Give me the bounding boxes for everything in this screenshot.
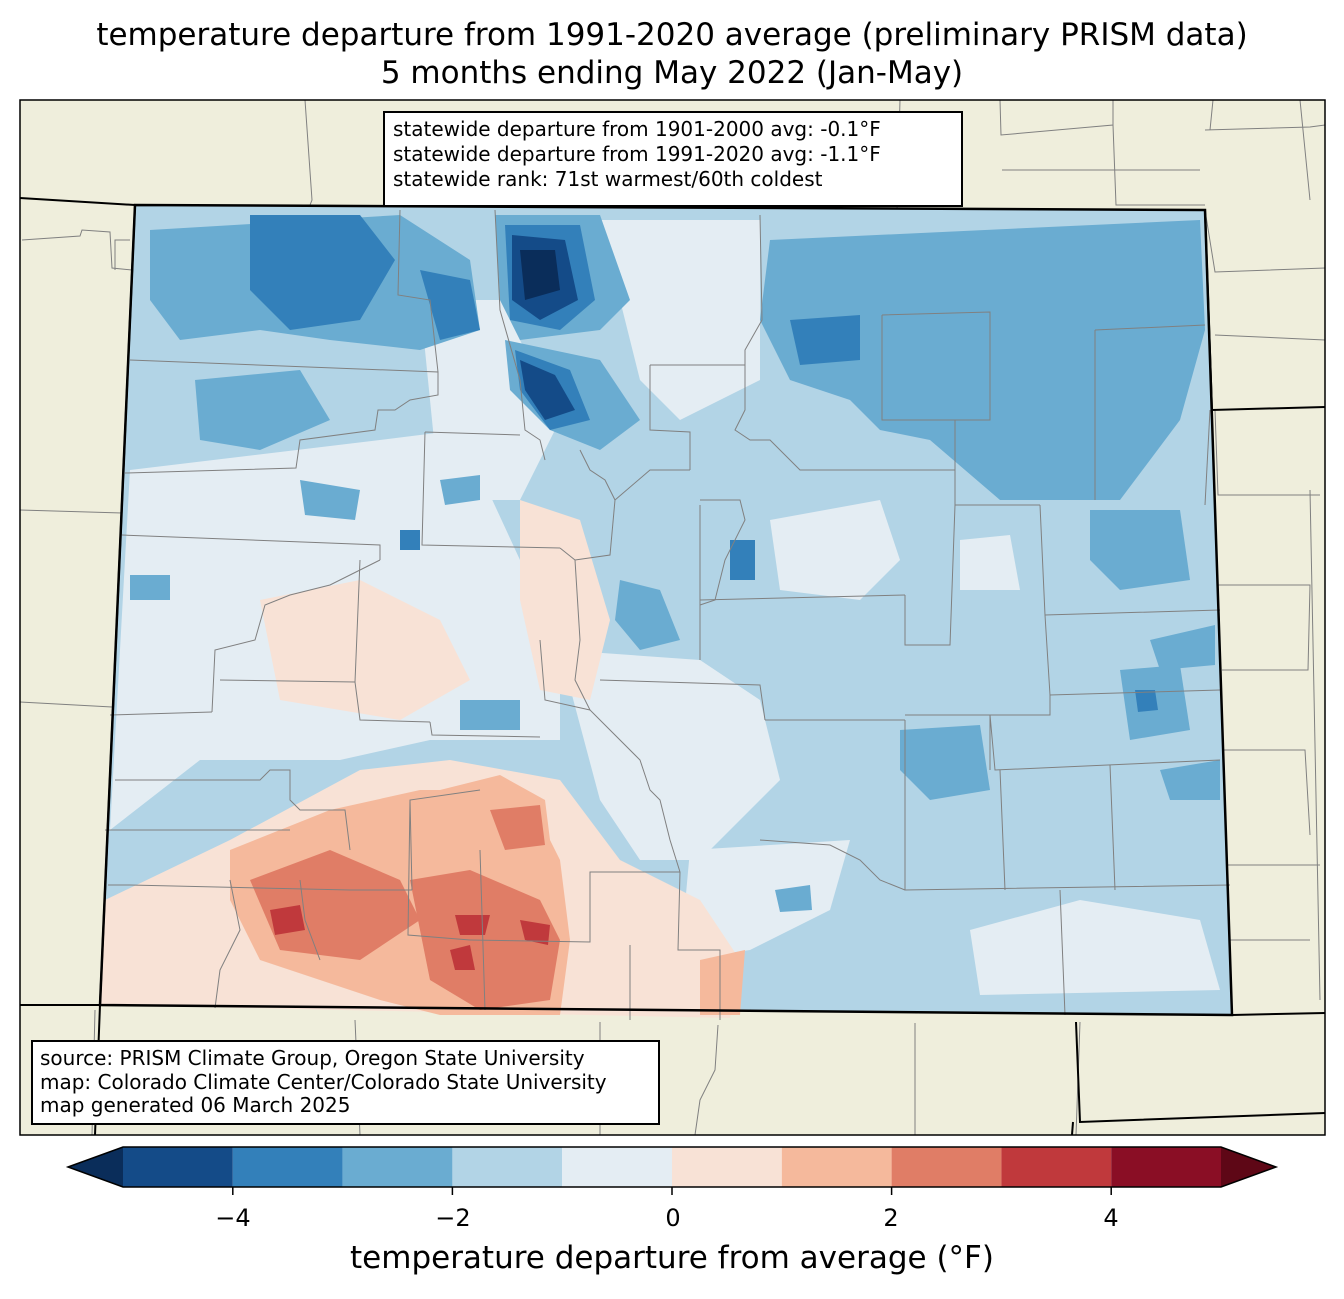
map-frame <box>19 99 1326 1136</box>
stats-line-2: statewide departure from 1991-2020 avg: … <box>393 142 881 166</box>
colorbar-bin <box>1111 1147 1221 1187</box>
colorbar-bin <box>123 1147 233 1187</box>
colorbar-tick-label: 0 <box>665 1204 681 1232</box>
colorbar-bin <box>1001 1147 1112 1187</box>
colorbar-bin <box>342 1147 453 1187</box>
map-title-line-2: 5 months ending May 2022 (Jan-May) <box>380 55 964 91</box>
colorbar-label: temperature departure from average (°F) <box>350 1240 994 1276</box>
anomaly-patches <box>100 215 1220 1018</box>
colorbar <box>65 1146 1279 1195</box>
source-line-1: source: PRISM Climate Group, Oregon Stat… <box>40 1046 585 1070</box>
colorbar-tick-label: 4 <box>1103 1204 1119 1232</box>
statewide-stats-box: statewide departure from 1901-2000 avg: … <box>383 111 963 207</box>
colorbar-outline <box>65 1146 1279 1188</box>
colorbar-under-arrow <box>68 1147 123 1187</box>
colorbar-over-arrow <box>1221 1147 1276 1187</box>
source-box: source: PRISM Climate Group, Oregon Stat… <box>31 1040 660 1125</box>
map-title-line-1: temperature departure from 1991-2020 ave… <box>96 17 1248 53</box>
source-line-2: map: Colorado Climate Center/Colorado St… <box>40 1069 607 1094</box>
colorbar-bin <box>232 1147 343 1187</box>
colorbar-bin <box>672 1147 782 1187</box>
colorbar-bin <box>891 1147 1002 1187</box>
colorado-county-lines <box>105 209 1231 1020</box>
source-line-3: map generated 06 March 2025 <box>40 1093 351 1117</box>
colorbar-bin <box>781 1147 892 1187</box>
stats-line-1: statewide departure from 1901-2000 avg: … <box>393 117 881 141</box>
colorbar-tick-label: −4 <box>215 1204 251 1232</box>
colorbar-bin <box>562 1147 672 1187</box>
stats-line-3: statewide rank: 71st warmest/60th coldes… <box>393 167 823 191</box>
colorbar-tick-label: 2 <box>883 1204 899 1232</box>
colorbar-tick-label: −2 <box>435 1204 471 1232</box>
colorbar-bin <box>452 1147 563 1187</box>
